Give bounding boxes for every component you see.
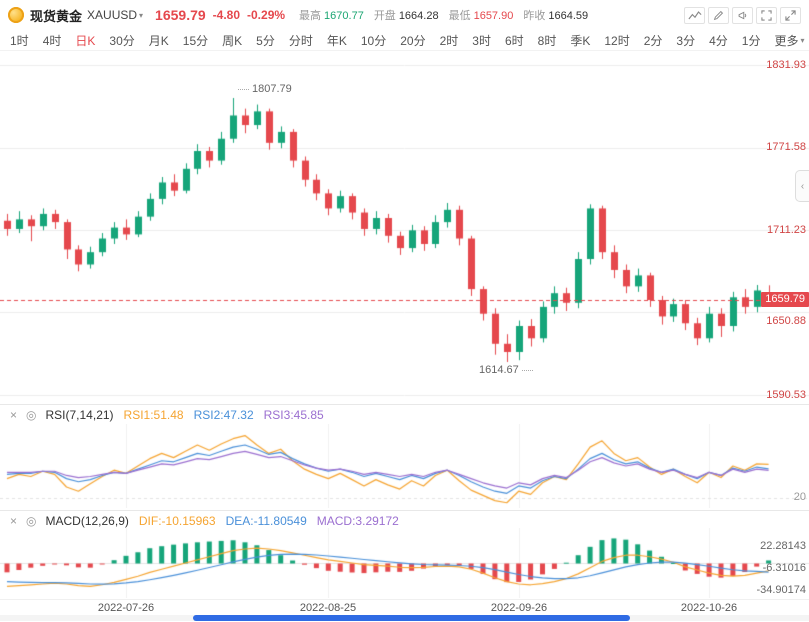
y-axis-label: 1771.58	[766, 141, 806, 153]
timeframe-item-19[interactable]: 3分	[676, 33, 696, 48]
leader-dots	[521, 369, 533, 371]
leader-dots	[238, 88, 249, 90]
x-axis-label: 2022-08-25	[299, 602, 357, 614]
rsi-header: × ◎ RSI(7,14,21) RSI1:51.48 RSI2:47.32 R…	[10, 407, 334, 423]
timeframe-item-9[interactable]: 年K	[326, 33, 347, 48]
symbol-code: XAUUSD	[87, 8, 138, 22]
timeframe-item-5[interactable]: 15分	[182, 33, 209, 48]
price-change: -4.80	[212, 8, 241, 22]
timeframe-item-12[interactable]: 2时	[439, 33, 459, 48]
stat-open: 开盘 1664.28	[373, 10, 439, 22]
stat-prev-close: 昨收 1664.59	[523, 10, 589, 22]
pencil-icon	[713, 10, 724, 20]
y-axis-label: 1590.53	[766, 389, 806, 401]
gold-coin-icon	[8, 7, 24, 23]
rsi-settings-icon[interactable]: ◎	[26, 408, 37, 422]
macd-title: MACD(12,26,9)	[45, 514, 129, 528]
macd-chart-canvas[interactable]	[0, 528, 809, 598]
dea-value: DEA:-11.80549	[225, 514, 307, 528]
divider	[0, 510, 809, 511]
macd-value: MACD:3.29172	[316, 514, 399, 528]
timeframe-item-16[interactable]: 季K	[570, 33, 591, 48]
expand-button[interactable]	[756, 6, 777, 24]
divider	[0, 404, 809, 405]
timeframe-item-14[interactable]: 6时	[504, 33, 524, 48]
alert-button[interactable]	[732, 6, 753, 24]
timeframe-toolbar: 1时 4时 日K 30分 月K 15分 周K 5分 分时 年K 10分 20分 2时 3时 6时 8时 季K 12…	[0, 30, 809, 50]
x-axis-label: 2022-09-26	[490, 602, 548, 614]
main-chart-canvas[interactable]	[0, 50, 809, 404]
price-change-pct: -0.29%	[247, 8, 286, 22]
timeframe-item-22[interactable]: 更多 ▾	[774, 33, 805, 48]
low-annotation: 1614.67	[479, 364, 533, 376]
macd-axis-label: -6.31016	[762, 562, 806, 574]
rsi2-value: RSI2:47.32	[193, 408, 254, 422]
frame-corners-icon	[761, 9, 772, 21]
daily-stats: 最高 1670.77 开盘 1664.28 最低 1657.90 昨收 1664.59	[299, 7, 598, 23]
last-price: 1659.79	[155, 7, 206, 23]
chevron-down-icon: ▾	[800, 35, 805, 45]
symbol-name: 现货黄金	[30, 8, 83, 24]
line-chart-icon	[687, 10, 702, 19]
timeframe-item-8[interactable]: 分时	[288, 33, 313, 48]
high-annotation: 1807.79	[238, 83, 292, 95]
timeframe-item-2[interactable]: 日K	[75, 33, 96, 48]
y-axis-label: 1650.88	[766, 315, 806, 327]
current-price-badge: 1659.79	[761, 292, 809, 307]
chart-scrollbar-thumb[interactable]	[193, 615, 630, 621]
timeframe-item-13[interactable]: 3时	[472, 33, 491, 48]
close-macd-icon[interactable]: ×	[10, 514, 18, 528]
macd-settings-icon[interactable]: ◎	[26, 514, 37, 528]
rsi1-value: RSI1:51.48	[123, 408, 184, 422]
megaphone-icon	[738, 11, 746, 19]
timeframe-item-15[interactable]: 8时	[537, 33, 557, 48]
symbol-selector[interactable]: XAUUSD ▾	[87, 8, 143, 22]
fullscreen-button[interactable]	[780, 6, 801, 24]
macd-header: × ◎ MACD(12,26,9) DIF:-10.15963 DEA:-11.…	[10, 513, 409, 529]
timeframe-item-3[interactable]: 30分	[109, 33, 135, 48]
timeframe-item-10[interactable]: 10分	[360, 33, 387, 48]
timeframe-item-7[interactable]: 5分	[256, 33, 275, 48]
timeframe-item-0[interactable]: 1时	[10, 33, 29, 48]
x-axis-label: 2022-07-26	[97, 602, 155, 614]
rsi3-value: RSI3:45.85	[263, 408, 324, 422]
rsi-axis-label: 20	[793, 491, 806, 503]
y-axis-label: 1711.23	[767, 224, 806, 236]
divider	[0, 599, 809, 600]
draw-button[interactable]	[708, 6, 729, 24]
macd-axis-label: 22.28143	[760, 540, 806, 552]
rsi-chart-canvas[interactable]	[0, 424, 809, 508]
y-axis-label: 1831.93	[766, 59, 806, 71]
timeframe-item-11[interactable]: 20分	[400, 33, 426, 48]
chevron-down-icon: ▾	[139, 10, 144, 20]
timeframe-item-18[interactable]: 2分	[643, 33, 663, 48]
rsi-title: RSI(7,14,21)	[45, 408, 114, 422]
stat-high: 最高 1670.77	[299, 10, 364, 22]
x-axis-label: 2022-10-26	[680, 602, 738, 614]
timeframe-item-6[interactable]: 周K	[222, 33, 243, 48]
timeframe-item-20[interactable]: 4分	[709, 33, 728, 48]
timeframe-item-4[interactable]: 月K	[148, 33, 169, 48]
header: 现货黄金 XAUUSD ▾ 1659.79 -4.80 -0.29% 最高 167…	[0, 0, 809, 30]
timeframe-item-21[interactable]: 1分	[741, 33, 761, 48]
timeframe-item-1[interactable]: 4时	[42, 33, 62, 48]
collapse-panel-button[interactable]: ‹	[795, 170, 809, 202]
indicators-button[interactable]	[684, 6, 705, 24]
dif-value: DIF:-10.15963	[138, 514, 216, 528]
close-rsi-icon[interactable]: ×	[10, 408, 18, 422]
timeframe-item-17[interactable]: 12时	[604, 33, 630, 48]
diagonal-arrows-icon	[785, 9, 796, 21]
macd-axis-label: -34.90174	[756, 584, 806, 596]
stat-low: 最低 1657.90	[448, 10, 514, 22]
header-tools	[684, 6, 801, 24]
